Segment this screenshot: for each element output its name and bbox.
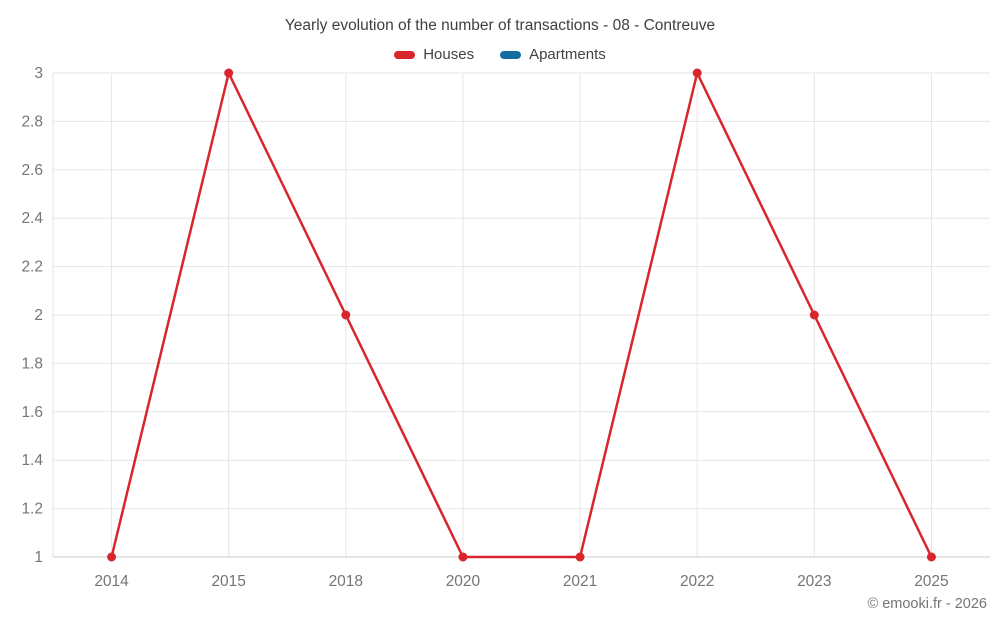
- x-tick-label: 2014: [94, 573, 129, 590]
- y-tick-label: 1.6: [21, 404, 43, 421]
- legend-item-houses[interactable]: Houses: [394, 46, 474, 63]
- y-tick-label: 2.2: [21, 259, 43, 276]
- y-tick-label: 1: [34, 549, 43, 566]
- x-tick-label: 2022: [680, 573, 714, 590]
- legend-label-houses: Houses: [423, 46, 475, 63]
- y-tick-label: 2.6: [21, 162, 43, 179]
- houses-data-point[interactable]: [809, 310, 819, 320]
- y-tick-label: 2.8: [21, 113, 43, 130]
- y-tick-label: 1.4: [21, 452, 43, 469]
- legend-label-apartments: Apartments: [529, 46, 606, 63]
- x-tick-label: 2021: [563, 573, 597, 590]
- houses-data-point[interactable]: [692, 68, 702, 78]
- y-tick-label: 2: [34, 307, 43, 324]
- legend-item-apartments[interactable]: Apartments: [500, 46, 606, 63]
- x-tick-label: 2025: [914, 573, 948, 590]
- copyright-text: © emooki.fr - 2026: [867, 596, 987, 612]
- y-tick-label: 1.8: [21, 355, 43, 372]
- houses-data-point[interactable]: [458, 552, 468, 562]
- houses-data-point[interactable]: [341, 310, 351, 320]
- y-tick-label: 3: [34, 65, 43, 82]
- houses-data-point[interactable]: [224, 68, 234, 78]
- houses-series-swatch-icon: [394, 50, 416, 59]
- chart-legend: Houses Apartments: [0, 46, 1000, 63]
- x-tick-label: 2018: [329, 573, 363, 590]
- houses-data-point[interactable]: [107, 552, 117, 562]
- chart-title: Yearly evolution of the number of transa…: [284, 17, 716, 34]
- x-tick-label: 2023: [797, 573, 831, 590]
- houses-series-line: [110, 71, 933, 559]
- x-tick-label: 2020: [446, 573, 481, 590]
- y-tick-label: 1.2: [21, 501, 43, 518]
- houses-data-point[interactable]: [926, 552, 936, 562]
- y-tick-label: 2.4: [21, 210, 43, 227]
- x-tick-label: 2015: [211, 573, 245, 590]
- apartments-series-swatch-icon: [500, 50, 522, 59]
- houses-data-point[interactable]: [575, 552, 585, 562]
